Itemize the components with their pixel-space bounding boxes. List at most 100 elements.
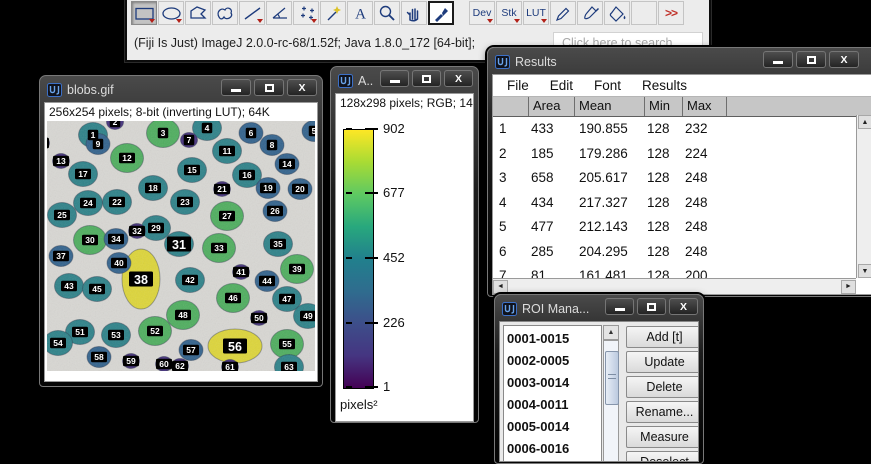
pencil-icon (553, 4, 574, 23)
scroll-up-icon[interactable]: ▲ (603, 325, 619, 340)
dropdown-arrow-icon (541, 19, 547, 23)
results-titlebar[interactable]: Results X (488, 48, 871, 74)
scroll-up-icon[interactable]: ▲ (858, 115, 871, 129)
horizontal-scrollbar[interactable]: ◄ ► (493, 278, 856, 294)
close-button[interactable]: X (444, 70, 473, 87)
tool-pencil-button[interactable] (550, 1, 576, 25)
blob-label-31: 31 (172, 238, 186, 252)
tool-angle-button[interactable] (266, 1, 292, 25)
tick-mark (365, 257, 378, 259)
tool-hand-button[interactable] (401, 1, 427, 25)
menu-edit[interactable]: Edit (540, 78, 584, 93)
tick-mark (346, 128, 352, 130)
tool-text-button[interactable]: A (347, 1, 373, 25)
tool-wand-button[interactable] (320, 1, 346, 25)
cell: 4 (499, 195, 507, 210)
maximize-button[interactable] (412, 70, 441, 87)
tick-label: 226 (383, 315, 405, 330)
roi-list-item[interactable]: 0004-0011 (504, 394, 601, 416)
wand-icon (323, 4, 344, 23)
scroll-left-icon[interactable]: ◄ (493, 280, 508, 294)
blob-label-12: 12 (122, 153, 132, 163)
close-button[interactable]: X (287, 79, 317, 96)
tool-dropper-button[interactable] (428, 1, 454, 25)
roi-titlebar[interactable]: ROI Mana... X (495, 295, 703, 321)
hand-icon (404, 4, 425, 23)
blobs-image-canvas[interactable]: 1234567891011121314151617181920212223242… (47, 121, 315, 371)
roi-list-item[interactable]: 0003-0014 (504, 372, 601, 394)
close-button[interactable]: X (829, 51, 859, 68)
tool-stk-button[interactable]: Stk (496, 1, 522, 25)
roi-rename-button[interactable]: Rename... (626, 401, 699, 423)
menu-file[interactable]: File (497, 78, 540, 93)
roi-list-scrollbar[interactable] (603, 340, 619, 462)
tool-lut-button[interactable]: LUT (523, 1, 549, 25)
menu-font[interactable]: Font (584, 78, 632, 93)
minimize-button[interactable] (763, 51, 793, 68)
tool-oval-button[interactable] (158, 1, 184, 25)
vertical-scrollbar[interactable]: ▲ ▼ (856, 115, 871, 278)
blob-label-26: 26 (270, 206, 280, 216)
roi-list-item[interactable]: 0005-0014 (504, 416, 601, 438)
maximize-button[interactable] (796, 51, 826, 68)
blob-label-18: 18 (148, 183, 158, 193)
tool-more-button[interactable]: >> (658, 1, 684, 25)
blob-label-22: 22 (112, 197, 122, 207)
minimize-icon (231, 89, 241, 92)
minimize-button[interactable] (221, 79, 251, 96)
cell: 433 (531, 121, 554, 136)
blob-label-32: 32 (132, 226, 142, 236)
roi-list-item[interactable]: 0001-0015 (504, 328, 601, 350)
tool-point-button[interactable] (293, 1, 319, 25)
roi-measure-button[interactable]: Measure (626, 426, 699, 448)
tool-blank-button[interactable] (631, 1, 657, 25)
blobs-titlebar[interactable]: blobs.gif X (40, 76, 322, 102)
tool-zoom-button[interactable] (374, 1, 400, 25)
tool-polygon-button[interactable] (185, 1, 211, 25)
roi-update-button[interactable]: Update (626, 351, 699, 373)
scrollbar-thumb[interactable] (605, 351, 619, 405)
tool-dev-button[interactable]: Dev (469, 1, 495, 25)
roi-list-item[interactable]: 0002-0005 (504, 350, 601, 372)
menu-results[interactable]: Results (632, 78, 698, 93)
blob-label-41: 41 (236, 267, 246, 277)
cell: 285 (531, 244, 554, 259)
dropdown-arrow-icon (311, 19, 317, 23)
minimize-button[interactable] (380, 70, 409, 87)
imagej-icon (47, 83, 62, 97)
column-header-index (493, 97, 529, 116)
tool-line-button[interactable] (239, 1, 265, 25)
scroll-down-icon[interactable]: ▼ (858, 264, 871, 278)
blob-label-29: 29 (151, 223, 161, 233)
blob-label-62: 62 (175, 361, 185, 371)
tool-brush-button[interactable] (577, 1, 603, 25)
close-button[interactable]: X (669, 298, 698, 315)
cell: 3 (499, 170, 507, 185)
blob-label-3: 3 (161, 128, 166, 138)
maximize-button[interactable] (254, 79, 284, 96)
cell: 6 (499, 244, 507, 259)
tool-rectangle-button[interactable] (131, 1, 157, 25)
calibration-titlebar[interactable]: A.. X (331, 67, 478, 93)
blob-label-54: 54 (53, 338, 63, 348)
tool-fill-button[interactable] (604, 1, 630, 25)
roi-add-t-button[interactable]: Add [t] (626, 326, 699, 348)
calibration-gradient-bar (343, 129, 374, 389)
scroll-right-icon[interactable]: ► (841, 280, 856, 294)
maximize-button[interactable] (637, 298, 666, 315)
blob-label-39: 39 (292, 264, 302, 274)
tool-freehand-button[interactable] (212, 1, 238, 25)
minimize-button[interactable] (605, 298, 634, 315)
window-title: A.. (358, 74, 373, 88)
roi-delete-button[interactable]: Delete (626, 376, 699, 398)
